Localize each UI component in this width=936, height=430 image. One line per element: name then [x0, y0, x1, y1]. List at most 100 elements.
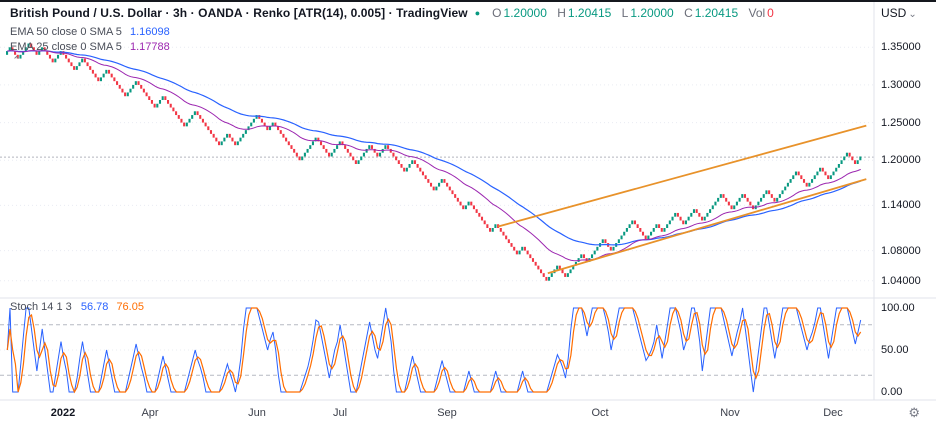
- renko-brick: [480, 216, 484, 221]
- renko-brick: [392, 152, 395, 157]
- ema25-legend[interactable]: EMA 25 close 0 SMA 5 1.17788: [10, 41, 170, 53]
- renko-brick: [556, 265, 559, 270]
- renko-brick: [295, 152, 298, 157]
- renko-brick: [341, 141, 344, 146]
- stoch-d-line: [6, 306, 862, 394]
- renko-brick: [234, 141, 237, 146]
- ema50-line: [7, 50, 861, 246]
- renko-brick: [454, 194, 457, 198]
- renko-brick: [73, 66, 76, 70]
- symbol-title[interactable]: British Pound / U.S. Dollar · 3h · OANDA…: [10, 6, 468, 20]
- renko-brick: [260, 118, 263, 123]
- renko-brick: [719, 194, 722, 198]
- renko-brick: [346, 148, 349, 153]
- renko-brick: [228, 133, 231, 138]
- renko-brick: [432, 186, 435, 191]
- stoch-axis-label: 50.00: [881, 344, 909, 356]
- renko-brick: [464, 205, 467, 210]
- stoch-legend[interactable]: Stoch 14 1 3 56.78 76.05: [10, 301, 144, 313]
- renko-brick: [16, 54, 19, 59]
- time-axis-label: Nov: [720, 407, 740, 419]
- renko-brick: [54, 58, 57, 63]
- renko-brick: [199, 115, 202, 119]
- renko-brick: [156, 103, 159, 108]
- renko-brick: [325, 148, 328, 153]
- time-axis-label: Jun: [248, 407, 266, 419]
- renko-brick: [644, 235, 647, 240]
- chart-legend-main[interactable]: British Pound / U.S. Dollar · 3h · OANDA…: [10, 6, 776, 20]
- currency-selector[interactable]: USD ⌄: [881, 6, 917, 20]
- stoch-k-line: [6, 307, 862, 393]
- renko-brick: [792, 175, 795, 180]
- pane-collapse-icon[interactable]: ⌃: [12, 55, 22, 67]
- renko-brick: [309, 145, 312, 149]
- ema50-legend[interactable]: EMA 50 close 0 SMA 5 1.16098: [10, 26, 170, 38]
- renko-brick: [596, 246, 599, 251]
- renko-brick: [196, 111, 199, 116]
- renko-brick: [126, 92, 129, 97]
- renko-brick: [255, 115, 258, 119]
- renko-brick: [78, 62, 81, 67]
- renko-brick: [27, 43, 30, 48]
- renko-brick: [776, 197, 779, 202]
- renko-brick: [395, 156, 398, 161]
- renko-brick: [448, 186, 451, 191]
- renko-brick: [150, 100, 153, 104]
- renko-brick: [91, 69, 94, 74]
- time-axis[interactable]: ⚙ 2022 Apr Jun Jul Sep Oct Nov Dec: [0, 400, 936, 430]
- window-top-border: [0, 0, 936, 2]
- renko-brick: [786, 182, 789, 187]
- renko-brick: [523, 246, 526, 251]
- renko-brick: [843, 156, 846, 161]
- renko-brick: [175, 111, 178, 116]
- renko-brick: [765, 190, 768, 195]
- renko-brick: [727, 201, 730, 206]
- renko-brick: [741, 194, 744, 198]
- renko-brick: [239, 137, 242, 142]
- time-axis-label: Sep: [437, 407, 457, 419]
- renko-brick: [408, 164, 411, 168]
- renko-brick: [83, 58, 86, 63]
- renko-brick: [770, 194, 773, 198]
- renko-brick: [658, 224, 661, 228]
- price-axis[interactable]: USD ⌄ 1.35000 1.30000 1.25000 1.20000 1.14000…: [874, 0, 936, 400]
- renko-brick: [344, 145, 347, 149]
- renko-brick: [311, 141, 314, 146]
- renko-brick: [746, 197, 749, 202]
- renko-brick: [781, 190, 784, 195]
- renko-brick: [43, 47, 46, 52]
- renko-brick: [668, 220, 671, 225]
- renko-brick: [317, 137, 320, 142]
- renko-brick: [462, 205, 465, 210]
- renko-brick: [489, 228, 492, 232]
- renko-brick: [30, 43, 33, 48]
- renko-brick: [652, 228, 655, 232]
- renko-brick: [703, 216, 706, 221]
- renko-brick: [148, 96, 151, 100]
- renko-brick: [242, 133, 245, 138]
- renko-brick: [247, 126, 250, 131]
- renko-brick: [617, 239, 620, 244]
- renko-brick: [808, 182, 811, 187]
- renko-brick: [735, 201, 738, 206]
- renko-brick: [333, 148, 336, 153]
- renko-brick: [674, 212, 677, 217]
- renko-brick: [819, 167, 822, 172]
- renko-brick: [67, 58, 70, 63]
- renko-brick: [542, 273, 545, 277]
- price-axis-label: 1.08000: [881, 245, 921, 257]
- renko-brick: [778, 194, 781, 198]
- ema25-legend-value: 1.17788: [129, 41, 170, 53]
- gear-icon[interactable]: ⚙: [908, 405, 920, 420]
- time-axis-label: Oct: [591, 407, 609, 419]
- renko-brick: [368, 145, 371, 149]
- renko-brick: [574, 261, 577, 266]
- renko-brick: [110, 73, 113, 78]
- renko-brick: [161, 96, 164, 100]
- renko-brick: [212, 133, 215, 138]
- renko-brick: [354, 160, 357, 164]
- time-axis-label: Apr: [141, 407, 159, 419]
- renko-brick: [518, 250, 521, 255]
